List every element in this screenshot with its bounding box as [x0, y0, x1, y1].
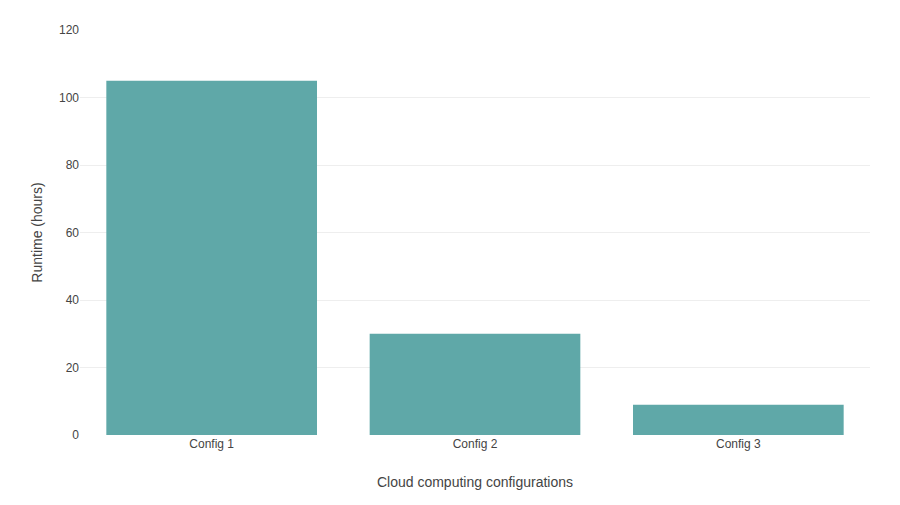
svg-text:Cloud computing configurations: Cloud computing configurations — [377, 474, 573, 490]
svg-text:120: 120 — [59, 23, 79, 37]
svg-text:80: 80 — [66, 158, 80, 172]
svg-text:Config 2: Config 2 — [453, 437, 498, 451]
svg-text:20: 20 — [66, 361, 80, 375]
svg-text:0: 0 — [72, 428, 79, 442]
svg-text:60: 60 — [66, 226, 80, 240]
svg-text:40: 40 — [66, 293, 80, 307]
svg-text:100: 100 — [59, 91, 79, 105]
svg-text:Config 1: Config 1 — [189, 437, 234, 451]
svg-text:Runtime (hours): Runtime (hours) — [29, 182, 45, 282]
svg-text:Config 3: Config 3 — [716, 437, 761, 451]
